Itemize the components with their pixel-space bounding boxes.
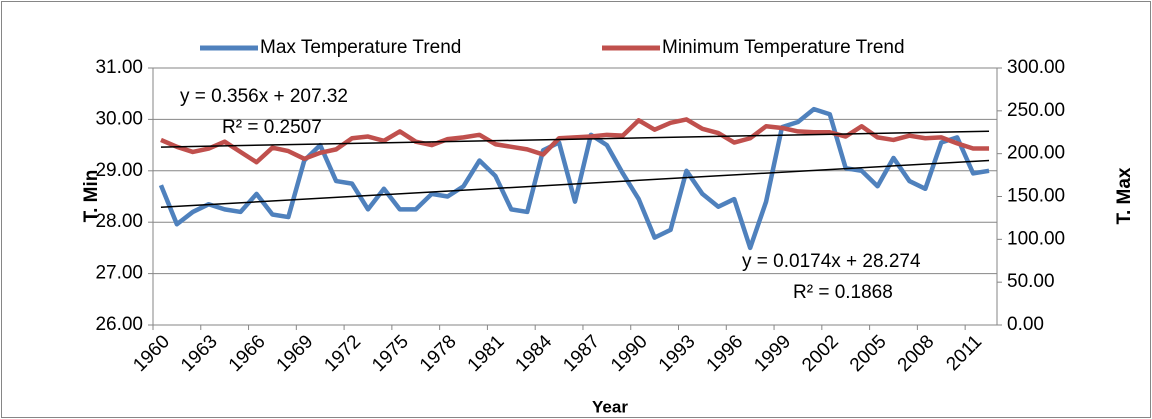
- series-line: [158, 106, 990, 251]
- y-tick-label: 27.00: [95, 263, 143, 284]
- y2-tick-label: 50.00: [1007, 271, 1055, 292]
- y-tick-label: 29.00: [95, 160, 143, 181]
- trendline: [160, 130, 990, 148]
- y2-tick-label: 200.00: [1007, 143, 1065, 164]
- trend-equation: y = 0.356x + 207.32: [180, 86, 348, 107]
- y2-tick-label: 0.00: [1007, 314, 1044, 335]
- x-axis-title: Year: [592, 397, 628, 416]
- y2-tick-label: 300.00: [1007, 57, 1065, 78]
- y-tick-label: 28.00: [95, 211, 143, 232]
- y-tick-label: 31.00: [95, 57, 143, 78]
- y-tick-label: 26.00: [95, 314, 143, 335]
- trend-r2: R² = 0.2507: [222, 117, 322, 138]
- y2-tick-label: 250.00: [1007, 100, 1065, 121]
- legend-label: Minimum Temperature Trend: [662, 37, 905, 58]
- trend-r2: R² = 0.1868: [793, 282, 893, 303]
- y2-tick-label: 150.00: [1007, 186, 1065, 207]
- y2-axis-title: T. Max: [1114, 167, 1135, 224]
- series-line: [160, 117, 990, 165]
- y2-tick-label: 100.00: [1007, 228, 1065, 249]
- legend-label: Max Temperature Trend: [260, 37, 461, 58]
- y-tick-label: 30.00: [95, 108, 143, 129]
- trend-equation: y = 0.0174x + 28.274: [742, 251, 921, 272]
- y-axis-title: T. Min: [81, 170, 102, 223]
- trendline: [160, 159, 990, 209]
